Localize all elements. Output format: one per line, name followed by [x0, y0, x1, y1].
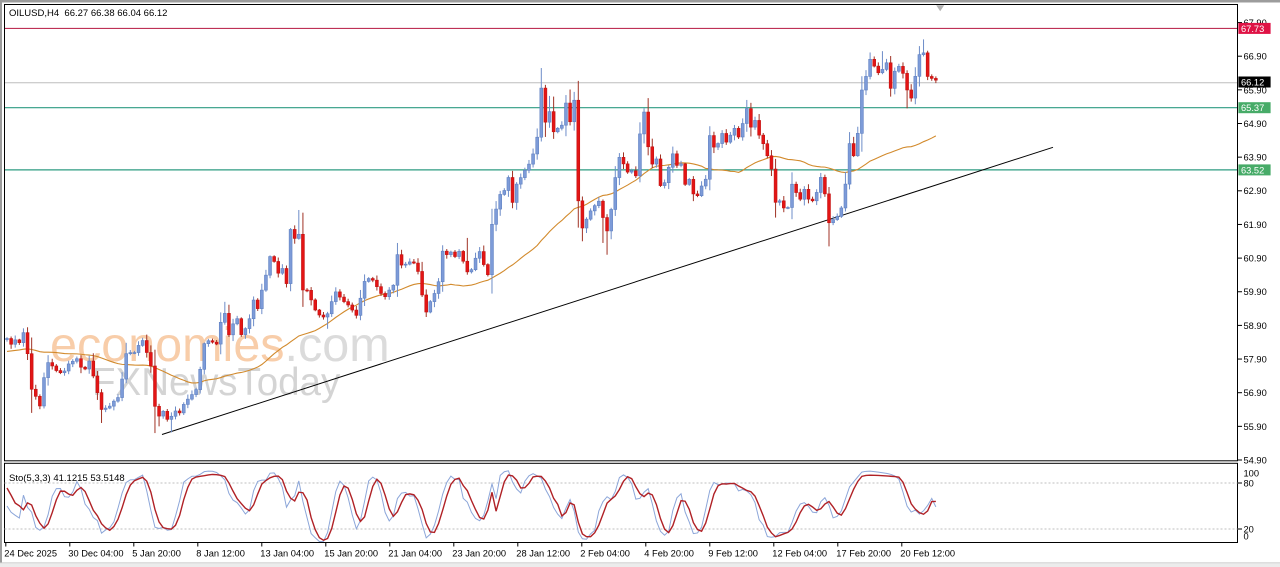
svg-text:4 Feb 20:00: 4 Feb 20:00 [644, 549, 694, 559]
svg-text:9 Feb 12:00: 9 Feb 12:00 [708, 549, 758, 559]
svg-text:2 Feb 04:00: 2 Feb 04:00 [580, 549, 630, 559]
svg-text:5 Jan 20:00: 5 Jan 20:00 [132, 549, 181, 559]
svg-text:20 Feb 12:00: 20 Feb 12:00 [900, 549, 955, 559]
svg-text:65.37: 65.37 [1241, 103, 1264, 113]
svg-text:65.90: 65.90 [1244, 85, 1267, 95]
svg-text:12 Feb 04:00: 12 Feb 04:00 [772, 549, 827, 559]
svg-text:62.90: 62.90 [1244, 186, 1267, 196]
svg-text:67.73: 67.73 [1241, 24, 1264, 34]
svg-text:100: 100 [1244, 468, 1260, 478]
svg-text:80: 80 [1244, 478, 1254, 488]
svg-text:58.90: 58.90 [1244, 321, 1267, 331]
svg-text:54.90: 54.90 [1244, 455, 1267, 465]
svg-text:30 Dec 04:00: 30 Dec 04:00 [68, 549, 123, 559]
svg-text:20: 20 [1244, 524, 1254, 534]
svg-text:FXNewsToday: FXNewsToday [92, 361, 341, 404]
svg-text:63.52: 63.52 [1241, 165, 1264, 175]
svg-text:55.90: 55.90 [1244, 422, 1267, 432]
svg-text:8 Jan 12:00: 8 Jan 12:00 [196, 549, 245, 559]
svg-text:15 Jan 20:00: 15 Jan 20:00 [324, 549, 378, 559]
svg-text:Sto(5,3,3) 41.1215 53.5148: Sto(5,3,3) 41.1215 53.5148 [9, 473, 125, 484]
svg-text:56.90: 56.90 [1244, 388, 1267, 398]
svg-text:13 Jan 04:00: 13 Jan 04:00 [260, 549, 314, 559]
svg-text:28 Jan 12:00: 28 Jan 12:00 [516, 549, 570, 559]
svg-text:23 Jan 20:00: 23 Jan 20:00 [452, 549, 506, 559]
svg-text:57.90: 57.90 [1244, 354, 1267, 364]
svg-text:60.90: 60.90 [1244, 254, 1267, 264]
svg-text:61.90: 61.90 [1244, 220, 1267, 230]
svg-text:OILUSD,H4 66.27 66.38 66.04 6: OILUSD,H4 66.27 66.38 66.04 66.12 [9, 8, 167, 19]
svg-text:0: 0 [1244, 531, 1249, 541]
svg-text:64.90: 64.90 [1244, 119, 1267, 129]
svg-text:59.90: 59.90 [1244, 287, 1267, 297]
svg-text:24 Dec 2025: 24 Dec 2025 [4, 549, 57, 559]
svg-text:21 Jan 04:00: 21 Jan 04:00 [388, 549, 442, 559]
svg-text:66.12: 66.12 [1241, 77, 1264, 87]
svg-text:17 Feb 20:00: 17 Feb 20:00 [836, 549, 891, 559]
svg-text:66.90: 66.90 [1244, 52, 1267, 62]
svg-text:63.90: 63.90 [1244, 153, 1267, 163]
